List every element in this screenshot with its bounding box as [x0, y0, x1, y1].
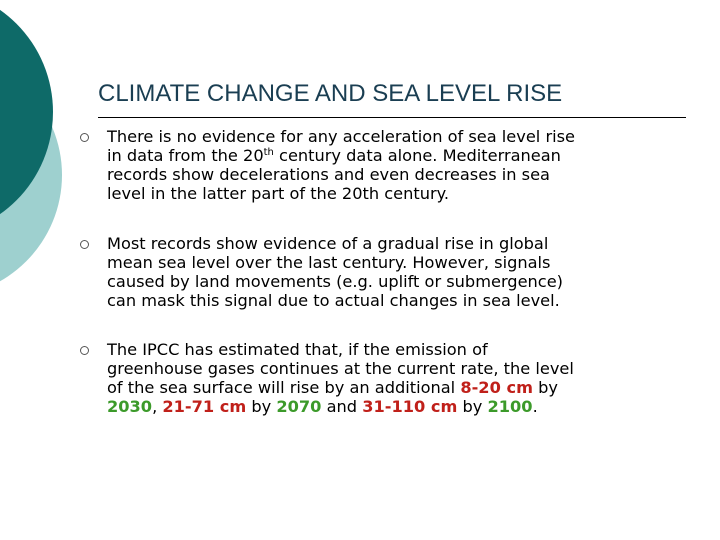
- hollow-circle-icon: [80, 240, 89, 249]
- bullet-line: of the sea surface will rise by an addit…: [107, 378, 692, 397]
- bullet-line: records show decelerations and even decr…: [107, 165, 692, 184]
- text-span: ,: [152, 397, 163, 416]
- bullet-line: 2030, 21-71 cm by 2070 and 31-110 cm by …: [107, 397, 692, 416]
- hollow-circle-icon: [80, 346, 89, 355]
- highlight-green: 2030: [107, 397, 153, 416]
- decorative-circles: [0, 9, 62, 282]
- bullet-line: Most records show evidence of a gradual …: [107, 234, 692, 253]
- text-span: caused by land movements (e.g. uplift or…: [107, 272, 563, 291]
- text-span: of the sea surface will rise by an addit…: [107, 378, 461, 397]
- highlight-green: 2100: [487, 397, 533, 416]
- bullet-line: mean sea level over the last century. Ho…: [107, 253, 692, 272]
- superscript: th: [263, 147, 274, 158]
- text-span: can mask this signal due to actual chang…: [107, 291, 560, 310]
- slide-title: CLIMATE CHANGE AND SEA LEVEL RISE: [98, 80, 563, 107]
- bullet-text-1: There is no evidence for any acceleratio…: [107, 127, 692, 203]
- dark-teal-circle: [0, 9, 53, 215]
- text-span: and: [321, 397, 363, 416]
- text-span: by: [532, 378, 558, 397]
- text-span: by: [246, 397, 277, 416]
- text-span: .: [532, 397, 538, 416]
- bullet-text-2: Most records show evidence of a gradual …: [107, 234, 692, 310]
- text-span: records show decelerations and even decr…: [107, 165, 550, 184]
- highlight-red: 8-20 cm: [460, 378, 533, 397]
- text-span: greenhouse gases continues at the curren…: [107, 359, 574, 378]
- bullet-line: The IPCC has estimated that, if the emis…: [107, 340, 692, 359]
- text-span: mean sea level over the last century. Ho…: [107, 253, 551, 272]
- highlight-red: 21-71 cm: [162, 397, 247, 416]
- bullet-line: level in the latter part of the 20th cen…: [107, 184, 692, 203]
- text-span: There is no evidence for any acceleratio…: [107, 127, 575, 146]
- bullet-line: can mask this signal due to actual chang…: [107, 291, 692, 310]
- bullet-text-3: The IPCC has estimated that, if the emis…: [107, 340, 692, 416]
- bullet-line: There is no evidence for any acceleratio…: [107, 127, 692, 146]
- bullet-line: in data from the 20th century data alone…: [107, 146, 692, 165]
- title-underline: [98, 117, 686, 118]
- highlight-green: 2070: [276, 397, 322, 416]
- text-span: by: [457, 397, 488, 416]
- bullet-line: greenhouse gases continues at the curren…: [107, 359, 692, 378]
- bullet-line: caused by land movements (e.g. uplift or…: [107, 272, 692, 291]
- text-span: level in the latter part of the 20th cen…: [107, 184, 450, 203]
- text-span: The IPCC has estimated that, if the emis…: [107, 340, 488, 359]
- text-span: Most records show evidence of a gradual …: [107, 234, 549, 253]
- text-span: century data alone. Mediterranean: [273, 146, 561, 165]
- hollow-circle-icon: [80, 133, 89, 142]
- highlight-red: 31-110 cm: [362, 397, 458, 416]
- text-span: in data from the 20: [107, 146, 264, 165]
